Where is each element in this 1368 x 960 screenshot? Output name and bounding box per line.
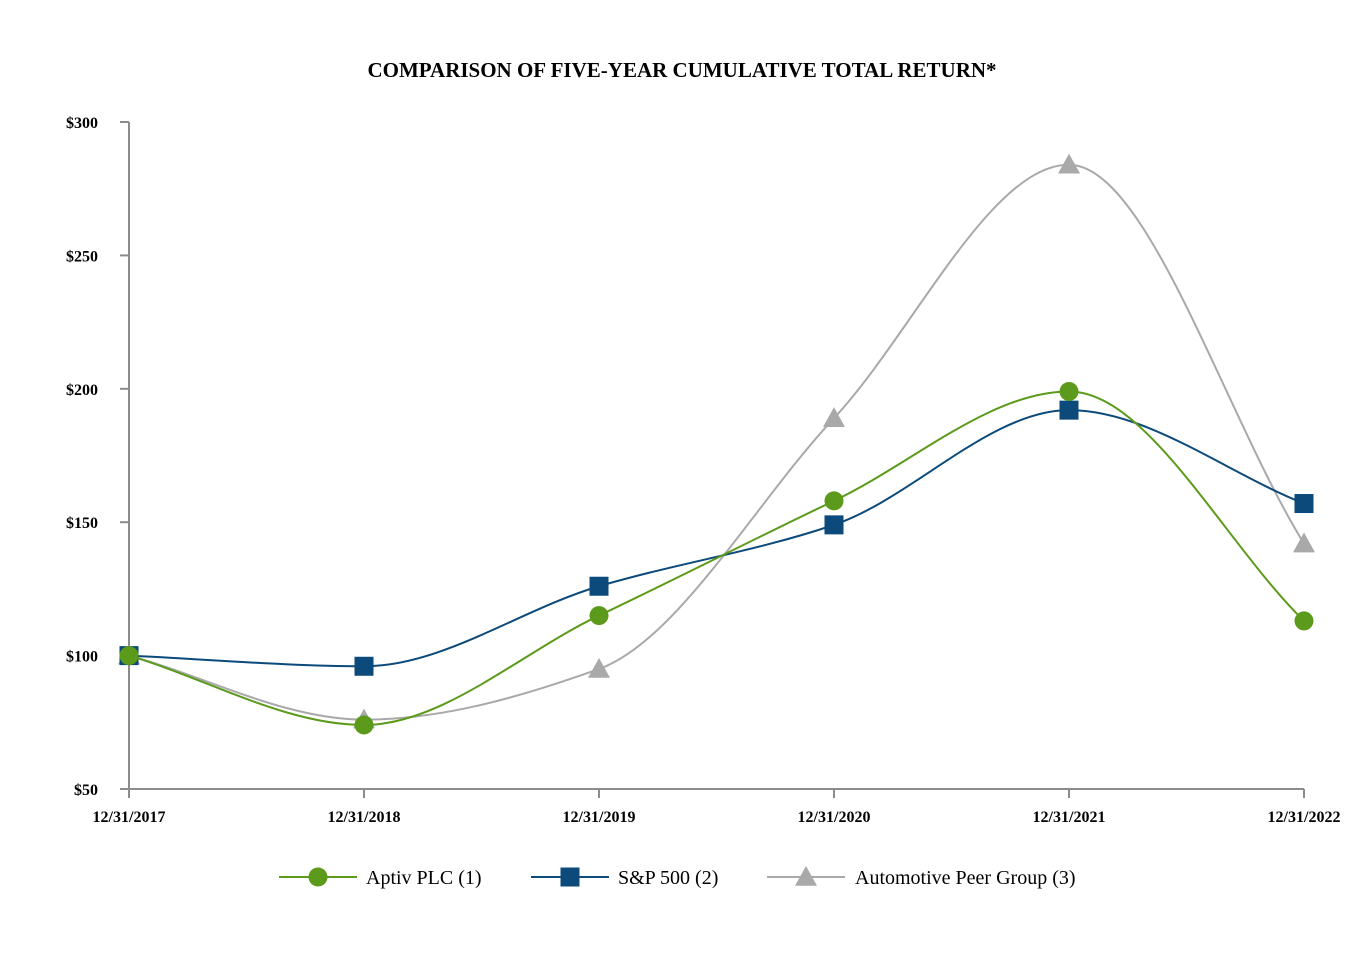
y-tick-label: $150 xyxy=(66,515,98,532)
series-sp500 xyxy=(119,400,1314,676)
series-line-peer-group xyxy=(128,163,1305,721)
data-point-sp500 xyxy=(354,656,374,676)
data-point-peer-group xyxy=(823,407,845,427)
data-point-aptiv xyxy=(354,715,374,735)
y-tick-label: $250 xyxy=(66,248,98,265)
legend-item-aptiv: Aptiv PLC (1) xyxy=(279,867,482,889)
x-tick-label: 12/31/2021 xyxy=(1033,809,1106,826)
data-point-aptiv xyxy=(119,646,139,666)
data-point-sp500 xyxy=(589,576,609,596)
legend-label-peer-group: Automotive Peer Group (3) xyxy=(855,867,1076,889)
legend-label-aptiv: Aptiv PLC (1) xyxy=(366,867,482,889)
series-aptiv xyxy=(119,381,1314,735)
legend-marker-peer-group xyxy=(795,866,817,886)
y-tick-label: $200 xyxy=(66,382,98,399)
x-tick-label: 12/31/2017 xyxy=(93,809,166,826)
x-tick-label: 12/31/2019 xyxy=(563,809,636,826)
series-line-sp500 xyxy=(128,409,1305,668)
data-point-aptiv xyxy=(1059,381,1079,401)
data-point-peer-group xyxy=(1293,532,1315,553)
legend-marker-sp500 xyxy=(560,867,580,887)
data-point-peer-group xyxy=(1058,153,1080,174)
series-line-aptiv xyxy=(128,390,1305,726)
data-point-aptiv xyxy=(824,491,844,511)
data-point-aptiv xyxy=(589,606,609,626)
legend: Aptiv PLC (1) S&P 500 (2) Automotive Peer … xyxy=(279,866,1076,889)
data-point-aptiv xyxy=(1294,611,1314,631)
x-tick-label: 12/31/2018 xyxy=(328,809,401,826)
series-peer-group xyxy=(118,153,1315,729)
data-point-peer-group xyxy=(588,657,610,678)
y-tick-label: $300 xyxy=(66,115,98,132)
legend-label-sp500: S&P 500 (2) xyxy=(618,867,718,889)
axes: $50 $100 $150 $200 $250 $300 12/31/2017 12/31/2… xyxy=(66,115,1340,826)
y-tick-label: $100 xyxy=(66,649,98,666)
legend-marker-aptiv xyxy=(308,867,328,887)
series-layer xyxy=(118,153,1315,735)
data-point-sp500 xyxy=(1059,400,1079,420)
legend-item-sp500: S&P 500 (2) xyxy=(531,867,718,889)
legend-item-peer-group: Automotive Peer Group (3) xyxy=(767,866,1076,889)
y-tick-label: $50 xyxy=(74,782,98,799)
data-point-sp500 xyxy=(824,515,844,535)
x-tick-label: 12/31/2020 xyxy=(798,809,871,826)
x-tick-label: 12/31/2022 xyxy=(1268,809,1341,826)
chart-title: COMPARISON OF FIVE-YEAR CUMULATIVE TOTAL… xyxy=(367,58,997,82)
data-point-sp500 xyxy=(1294,494,1314,514)
